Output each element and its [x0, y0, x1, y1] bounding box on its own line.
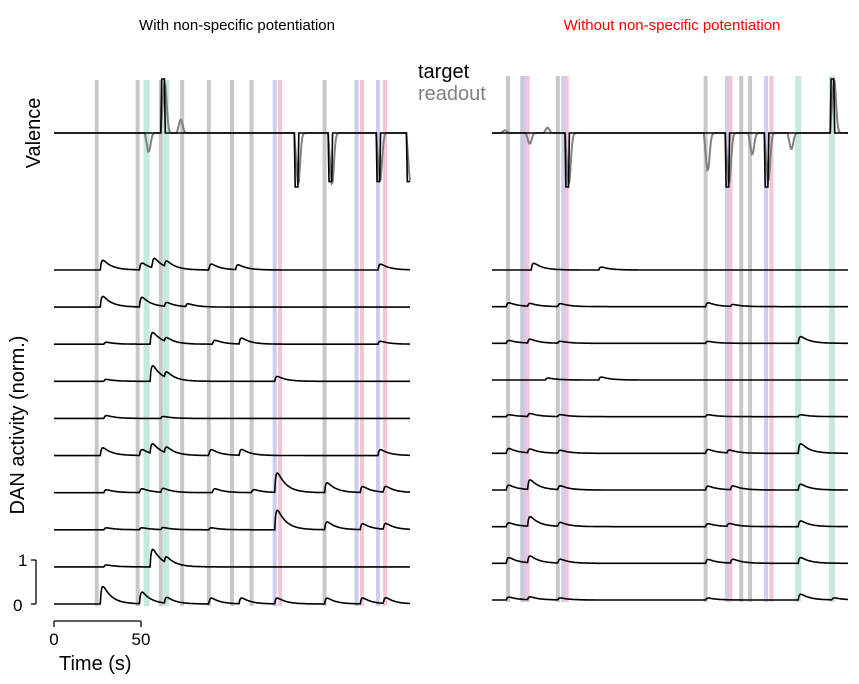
- left-dan-trace-2: [54, 295, 410, 308]
- valence-ylabel: Valence: [23, 98, 45, 169]
- scale-bar: 1 0: [13, 551, 37, 615]
- legend-target: target: [418, 61, 470, 83]
- left-dan-trace-8: [54, 509, 410, 531]
- right-dan-trace-7: [492, 479, 848, 491]
- left-valence-target-line: [54, 78, 410, 188]
- left-dan-trace-1: [54, 257, 411, 271]
- right-dan-trace-2: [492, 301, 848, 308]
- x-tick-label-0: 0: [49, 630, 58, 649]
- right-dan-trace-8: [492, 515, 848, 528]
- dan-ylabel: DAN activity (norm.): [7, 336, 29, 515]
- left-dan-trace-4: [54, 364, 410, 383]
- left-dan-trace-7: [54, 472, 411, 494]
- right-dan-trace-3: [492, 335, 848, 345]
- right-dan-trace-5: [492, 412, 848, 418]
- left-panel-title: With non-specific potentiation: [139, 17, 335, 34]
- left-dan-trace-10: [54, 585, 410, 605]
- right-dan-trace-6: [492, 442, 848, 455]
- right-dan-trace-4: [492, 376, 848, 381]
- right-dan-trace-10: [492, 593, 849, 601]
- x-axis-label: Time (s): [59, 653, 132, 675]
- left-dan-trace-5: [54, 414, 410, 420]
- right-valence-target-line: [492, 78, 848, 188]
- legend-readout: readout: [418, 83, 486, 105]
- right-dan-trace-9: [492, 555, 848, 565]
- left-dan-trace-6: [54, 442, 410, 457]
- scale-bar-bottom-label: 0: [13, 596, 22, 615]
- left-dan-trace-9: [54, 548, 410, 568]
- x-tick-label-50: 50: [132, 630, 151, 649]
- right-valence-readout-line: [492, 77, 848, 187]
- scale-bar-top-label: 1: [18, 551, 27, 570]
- right-panel-title: Without non-specific potentiation: [564, 17, 781, 34]
- x-axis: 0 50 Time (s): [49, 620, 151, 675]
- left-dan-trace-3: [54, 331, 410, 345]
- trace-lines: [54, 77, 849, 605]
- right-dan-trace-1: [492, 262, 848, 271]
